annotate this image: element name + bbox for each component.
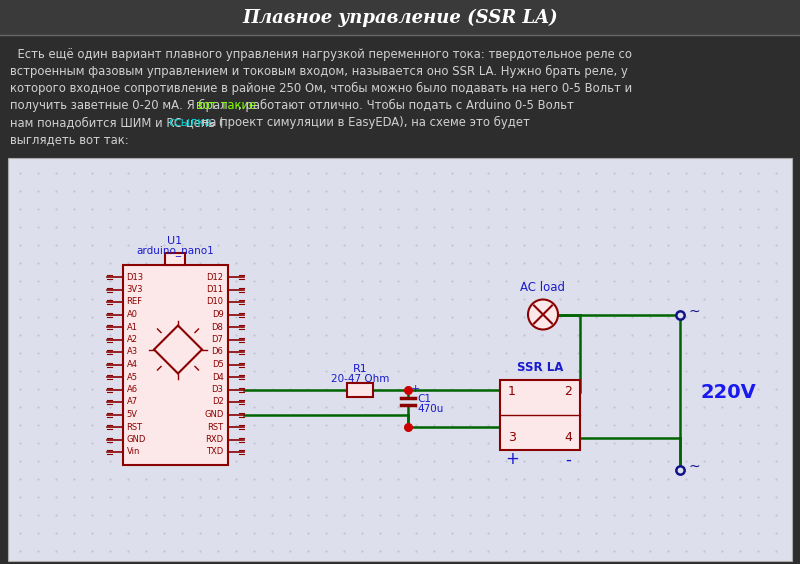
Text: A3: A3 — [126, 347, 138, 356]
Text: D2: D2 — [212, 398, 223, 407]
Bar — [122, 265, 227, 465]
Text: 20-47 Ohm: 20-47 Ohm — [331, 373, 389, 384]
Text: A4: A4 — [126, 360, 138, 369]
Text: D13: D13 — [126, 272, 144, 281]
Bar — [8, 158, 792, 561]
Text: получить заветные 0-20 мА. Я брал: получить заветные 0-20 мА. Я брал — [10, 99, 231, 112]
Text: A2: A2 — [126, 335, 138, 344]
Text: D8: D8 — [212, 323, 223, 332]
Text: A5: A5 — [126, 372, 138, 381]
Text: GND: GND — [204, 410, 223, 419]
Text: RXD: RXD — [206, 435, 223, 444]
Text: R1: R1 — [353, 364, 367, 374]
Text: SSR LA: SSR LA — [517, 361, 563, 374]
Text: U1: U1 — [167, 236, 182, 245]
Text: A7: A7 — [126, 398, 138, 407]
Text: D9: D9 — [212, 310, 223, 319]
Text: D11: D11 — [206, 285, 223, 294]
Text: 5V: 5V — [126, 410, 138, 419]
Text: arduino_nano1: arduino_nano1 — [136, 245, 214, 256]
Circle shape — [528, 299, 558, 329]
Text: на проект симуляции в EasyEDA), на схеме это будет: на проект симуляции в EasyEDA), на схеме… — [198, 116, 530, 129]
Text: встроенным фазовым управлением и токовым входом, называется оно SSR LA. Нужно бр: встроенным фазовым управлением и токовым… — [10, 65, 628, 78]
Bar — [347, 382, 373, 396]
Text: 220V: 220V — [700, 382, 756, 402]
Text: 4: 4 — [564, 431, 572, 444]
Text: D12: D12 — [206, 272, 223, 281]
Text: вот такие: вот такие — [196, 99, 256, 112]
Text: 3: 3 — [508, 431, 516, 444]
Bar — [500, 380, 580, 450]
Text: A1: A1 — [126, 323, 138, 332]
Text: A6: A6 — [126, 385, 138, 394]
Text: -: - — [565, 451, 571, 469]
Text: +: + — [505, 451, 519, 469]
Text: D4: D4 — [212, 372, 223, 381]
Text: 1: 1 — [508, 385, 516, 398]
Text: Есть ещё один вариант плавного управления нагрузкой переменного тока: твердотель: Есть ещё один вариант плавного управлени… — [10, 48, 632, 61]
Text: RST: RST — [126, 422, 142, 431]
Text: выглядеть вот так:: выглядеть вот так: — [10, 133, 129, 146]
Text: A0: A0 — [126, 310, 138, 319]
Text: D6: D6 — [212, 347, 223, 356]
Text: AC load: AC load — [521, 281, 566, 294]
Text: 2: 2 — [564, 385, 572, 398]
Text: ~: ~ — [688, 305, 700, 319]
Text: 470u: 470u — [417, 403, 443, 413]
Text: D5: D5 — [212, 360, 223, 369]
Text: D10: D10 — [206, 297, 223, 306]
Bar — [165, 253, 185, 265]
Text: D7: D7 — [212, 335, 223, 344]
Text: Vin: Vin — [126, 447, 140, 456]
Text: 3V3: 3V3 — [126, 285, 143, 294]
Text: нам понадобится ШИМ и RC цепь (: нам понадобится ШИМ и RC цепь ( — [10, 116, 223, 129]
Text: TXD: TXD — [206, 447, 223, 456]
Text: GND: GND — [126, 435, 146, 444]
Text: ссылка: ссылка — [168, 116, 211, 129]
Text: , работают отлично. Чтобы подать с Arduino 0-5 Вольт: , работают отлично. Чтобы подать с Ardui… — [238, 99, 574, 112]
Text: которого входное сопротивление в районе 250 Ом, чтобы можно было подавать на нег: которого входное сопротивление в районе … — [10, 82, 632, 95]
Text: Плавное управление (SSR LA): Плавное управление (SSR LA) — [242, 8, 558, 27]
Text: REF: REF — [126, 297, 142, 306]
Text: RST: RST — [207, 422, 223, 431]
Text: +: + — [411, 385, 420, 394]
Polygon shape — [154, 325, 202, 373]
Text: C1: C1 — [417, 394, 431, 404]
Text: ~: ~ — [688, 460, 700, 474]
Text: D3: D3 — [212, 385, 223, 394]
Bar — [0, 0, 800, 35]
